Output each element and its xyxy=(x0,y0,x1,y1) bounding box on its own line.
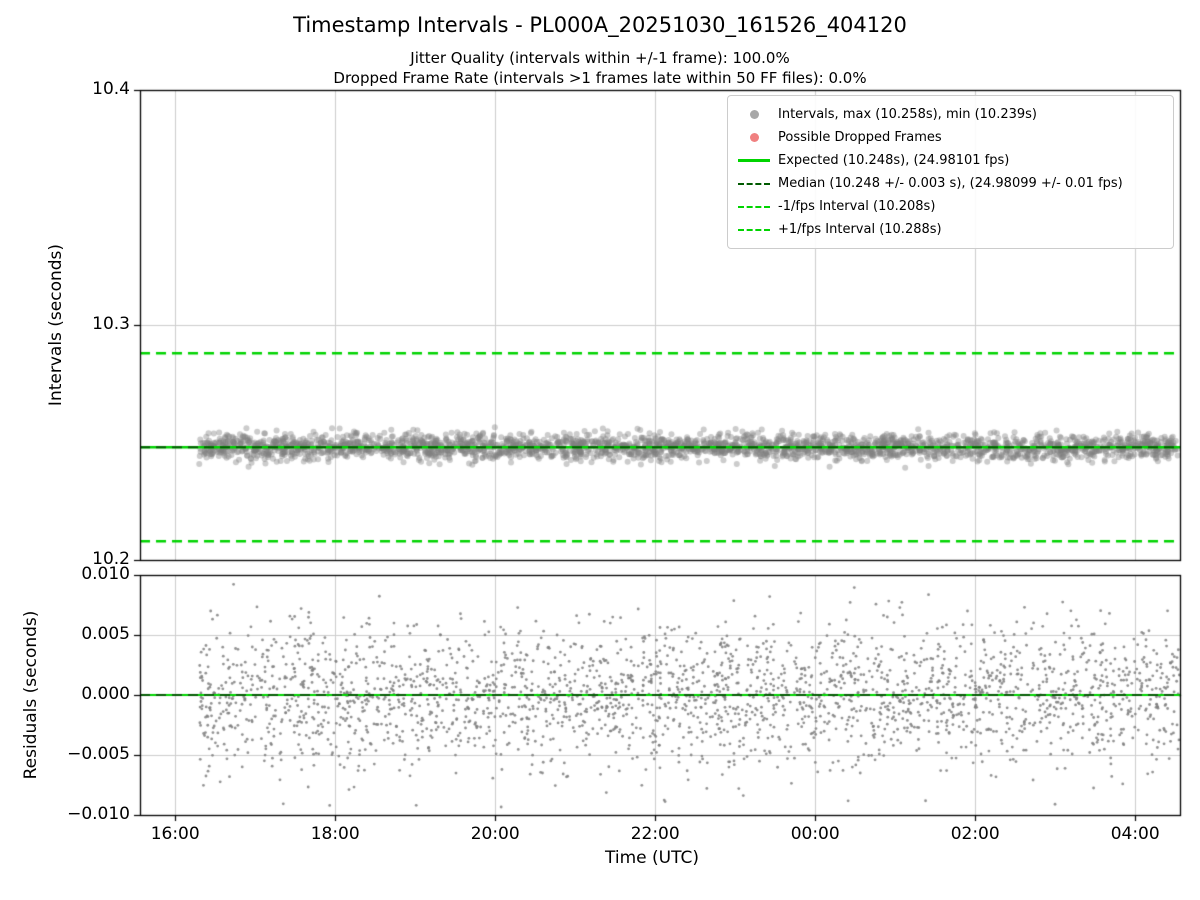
x-axis-label: Time (UTC) xyxy=(605,848,699,868)
y-tick-label: 0.005 xyxy=(81,624,130,644)
x-tick-label: 22:00 xyxy=(630,824,680,844)
legend-line-marker-icon xyxy=(738,182,770,185)
legend-entry-label: -1/fps Interval (10.208s) xyxy=(778,199,936,214)
legend-entry-label: +1/fps Interval (10.288s) xyxy=(778,222,942,237)
x-tick-label: 02:00 xyxy=(950,824,1000,844)
dot-icon xyxy=(749,133,759,142)
legend-entry: Expected (10.248s), (24.98101 fps) xyxy=(738,149,1163,172)
legend-entry: Intervals, max (10.258s), min (10.239s) xyxy=(738,103,1163,126)
dashed-line-icon xyxy=(738,182,770,185)
y-tick-label: −0.005 xyxy=(67,744,130,764)
legend-entry-label: Intervals, max (10.258s), min (10.239s) xyxy=(778,107,1037,122)
y-tick-label: 10.2 xyxy=(92,549,130,569)
legend-dot-marker-icon xyxy=(738,133,770,142)
chart-subtitle-jitter-quality: Jitter Quality (intervals within +/-1 fr… xyxy=(410,49,790,67)
dashed-line-icon xyxy=(738,228,770,231)
y-axis-label-residuals: Residuals (seconds) xyxy=(21,610,41,780)
legend-entry: -1/fps Interval (10.208s) xyxy=(738,195,1163,218)
solid-line-icon xyxy=(738,159,770,162)
y-tick-label: −0.010 xyxy=(67,804,130,824)
legend-entry-label: Median (10.248 +/- 0.003 s), (24.98099 +… xyxy=(778,176,1123,191)
y-tick-label: 10.4 xyxy=(92,79,130,99)
legend-entry: Possible Dropped Frames xyxy=(738,126,1163,149)
legend-line-marker-icon xyxy=(738,228,770,231)
legend-entry: Median (10.248 +/- 0.003 s), (24.98099 +… xyxy=(738,172,1163,195)
legend-dot-marker-icon xyxy=(738,110,770,119)
y-tick-label: 0.010 xyxy=(81,564,130,584)
dot-icon xyxy=(749,110,759,119)
x-tick-label: 16:00 xyxy=(150,824,200,844)
chart-subtitle-dropped-frame-rate: Dropped Frame Rate (intervals >1 frames … xyxy=(333,69,867,87)
legend-entry-label: Possible Dropped Frames xyxy=(778,130,942,145)
legend-entry: +1/fps Interval (10.288s) xyxy=(738,218,1163,241)
y-tick-label: 0.000 xyxy=(81,684,130,704)
legend-entry-label: Expected (10.248s), (24.98101 fps) xyxy=(778,153,1010,168)
y-tick-label: 10.3 xyxy=(92,314,130,334)
dashed-line-icon xyxy=(738,205,770,208)
legend-line-marker-icon xyxy=(738,205,770,208)
x-tick-label: 00:00 xyxy=(790,824,840,844)
x-tick-label: 18:00 xyxy=(310,824,360,844)
x-tick-label: 20:00 xyxy=(470,824,520,844)
legend-line-marker-icon xyxy=(738,159,770,162)
chart-title: Timestamp Intervals - PL000A_20251030_16… xyxy=(293,13,907,37)
x-tick-label: 04:00 xyxy=(1110,824,1160,844)
legend: Intervals, max (10.258s), min (10.239s) P… xyxy=(727,95,1174,249)
